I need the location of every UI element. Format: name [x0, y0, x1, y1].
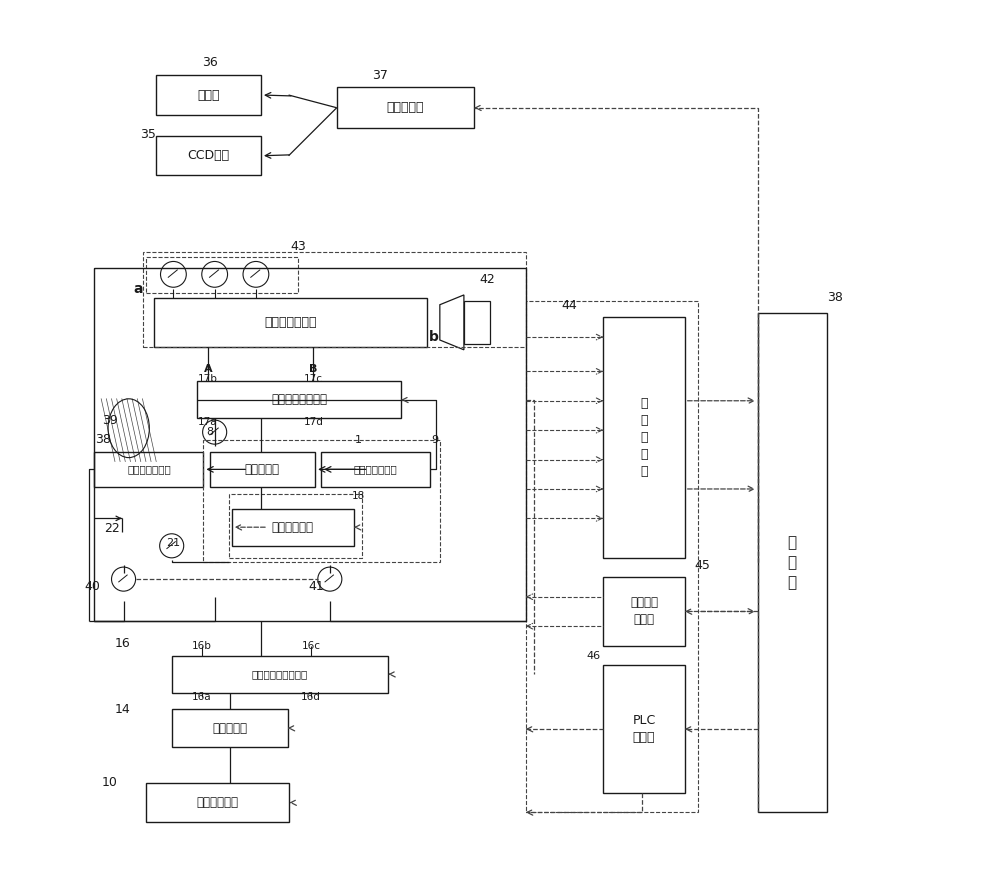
Text: 比例减压阀: 比例减压阀: [212, 722, 247, 735]
Text: a: a: [134, 282, 143, 296]
Text: 可视化流场装置: 可视化流场装置: [264, 316, 317, 329]
Bar: [210, 452, 315, 487]
Bar: [464, 301, 490, 344]
Text: A: A: [203, 365, 212, 374]
Text: 42: 42: [479, 273, 495, 286]
Bar: [156, 75, 261, 115]
Text: 17b: 17b: [198, 374, 218, 384]
Bar: [526, 301, 698, 812]
Text: 16d: 16d: [301, 692, 321, 702]
Text: 16: 16: [115, 638, 130, 651]
Text: 激光器: 激光器: [197, 89, 220, 102]
Bar: [321, 452, 430, 487]
Text: 38: 38: [827, 291, 842, 304]
Text: 22: 22: [104, 522, 120, 535]
Text: 先导电机泵组: 先导电机泵组: [197, 796, 239, 809]
Bar: [603, 577, 685, 645]
Text: 主电机泵组: 主电机泵组: [245, 463, 280, 476]
Text: B: B: [309, 365, 318, 374]
Text: 16c: 16c: [301, 641, 320, 651]
Text: 17d: 17d: [304, 417, 323, 427]
Text: 14: 14: [115, 703, 130, 716]
Text: 38: 38: [95, 433, 111, 446]
Text: 45: 45: [694, 559, 710, 572]
Text: 44: 44: [562, 299, 577, 312]
Text: 9: 9: [431, 435, 438, 445]
Text: 46: 46: [586, 651, 601, 660]
Text: 39: 39: [102, 414, 118, 427]
Bar: [758, 312, 827, 812]
Text: 模拟信号
输出卡: 模拟信号 输出卡: [630, 596, 658, 626]
Text: 冷却电机泵组: 冷却电机泵组: [272, 521, 314, 534]
Bar: [156, 136, 261, 175]
Text: 16b: 16b: [192, 641, 212, 651]
Text: 16a: 16a: [192, 692, 212, 702]
Bar: [146, 783, 289, 822]
Bar: [94, 452, 203, 487]
Text: 17c: 17c: [304, 374, 323, 384]
Text: PLC
控制器: PLC 控制器: [632, 714, 656, 744]
Bar: [232, 509, 354, 545]
Bar: [603, 317, 685, 558]
Bar: [143, 252, 526, 347]
Text: 17a: 17a: [198, 417, 218, 427]
Bar: [197, 381, 401, 418]
Text: 主油路电磁换向阀: 主油路电磁换向阀: [271, 393, 327, 406]
Text: 41: 41: [308, 581, 324, 594]
Text: 18: 18: [352, 491, 365, 501]
Bar: [172, 709, 288, 746]
Bar: [337, 87, 474, 128]
Bar: [146, 257, 298, 293]
Text: CCD相机: CCD相机: [188, 149, 230, 162]
Text: 工
控
机: 工 控 机: [788, 535, 797, 589]
Text: 35: 35: [140, 128, 156, 140]
Bar: [172, 656, 388, 693]
Text: 回油比例溢流阀: 回油比例溢流阀: [354, 464, 397, 474]
Text: 10: 10: [102, 776, 118, 789]
Text: 43: 43: [290, 240, 306, 253]
Text: 40: 40: [84, 581, 100, 594]
Text: 36: 36: [202, 56, 217, 69]
Text: 进油比例溢流阀: 进油比例溢流阀: [127, 464, 171, 474]
Text: 数
据
采
集
卡: 数 据 采 集 卡: [640, 397, 648, 478]
Text: b: b: [429, 330, 439, 344]
Text: 同步控制器: 同步控制器: [387, 101, 424, 114]
Text: 37: 37: [372, 69, 388, 82]
Text: 1: 1: [355, 435, 362, 445]
Text: 21: 21: [167, 538, 181, 548]
Bar: [603, 666, 685, 793]
Bar: [203, 440, 440, 562]
Text: 先导油路电磁换向阀: 先导油路电磁换向阀: [252, 669, 308, 679]
Bar: [229, 494, 362, 558]
Text: 8: 8: [206, 427, 213, 437]
Bar: [154, 298, 427, 347]
